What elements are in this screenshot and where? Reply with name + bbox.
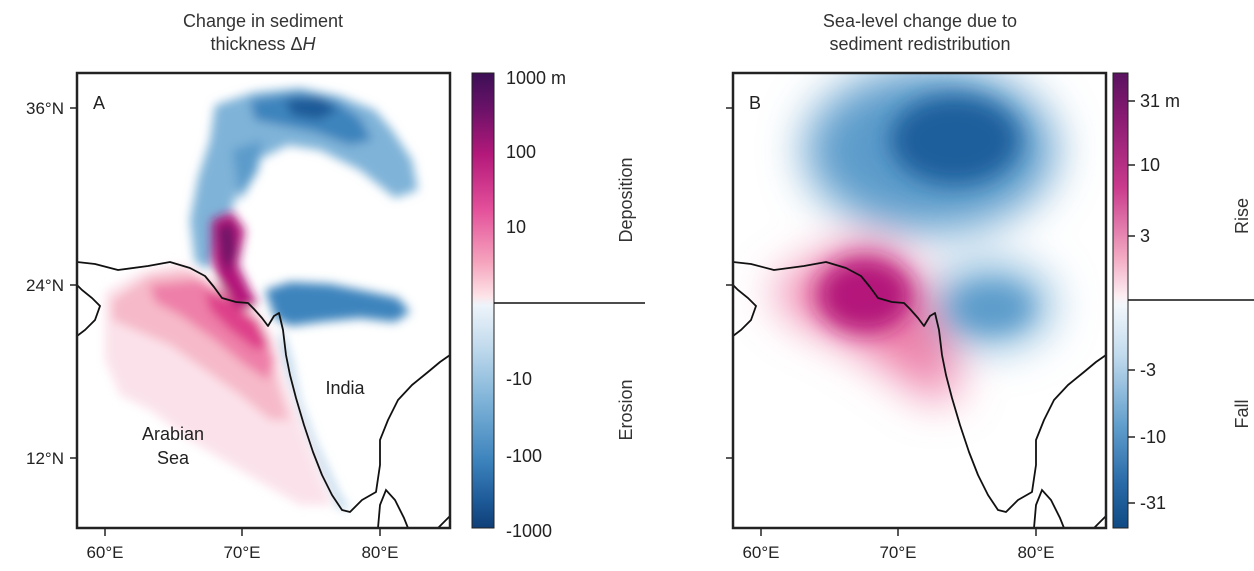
panel-b-title-line1: Sea-level change due to (823, 11, 1017, 31)
panel-b-map (733, 73, 1106, 528)
panel-b-frame (731, 71, 1108, 530)
label-arabian: Arabian (142, 424, 204, 444)
colorbar-tick-label: -10 (506, 369, 532, 389)
panel-a-map (77, 88, 450, 528)
label-sea: Sea (157, 448, 190, 468)
x-tick-label: 60°E (742, 543, 779, 562)
panel-b-x-axis: 60°E 70°E 80°E (742, 528, 1055, 562)
colorbar-tick-label: 1000 m (506, 68, 566, 88)
x-tick-label: 60°E (86, 543, 123, 562)
panel-a: Change in sediment thickness ΔH (26, 11, 645, 562)
panel-a-colorbar: 1000 m 100 10 -10 -100 -1000 Deposition … (471, 68, 645, 541)
label-india: India (325, 378, 365, 398)
colorbar-tick-label: 3 (1140, 226, 1150, 246)
colorbar-tick-label: -3 (1140, 360, 1156, 380)
colorbar-tick-label: 10 (1140, 155, 1160, 175)
panel-a-frame (75, 71, 452, 530)
x-tick-label: 80°E (361, 543, 398, 562)
panel-b-colorbar: 31 m 10 3 -3 -10 -31 Rise Fall (1112, 72, 1254, 529)
colorbar-upper-label: Deposition (616, 157, 636, 242)
panel-b-y-axis (726, 107, 733, 459)
y-tick-label: 12°N (26, 449, 64, 468)
colorbar-tick-label: 10 (506, 217, 526, 237)
panel-a-title-line2: thickness ΔH (210, 34, 316, 54)
x-tick-label: 80°E (1017, 543, 1054, 562)
panel-b-title-line2: sediment redistribution (829, 34, 1010, 54)
panel-b: Sea-level change due to sediment redistr… (726, 11, 1254, 562)
y-tick-label: 24°N (26, 276, 64, 295)
y-tick-label: 36°N (26, 99, 64, 118)
panel-b-letter: B (749, 93, 761, 113)
colorbar-tick-label: 100 (506, 142, 536, 162)
x-tick-label: 70°E (879, 543, 916, 562)
colorbar-tick-label: -31 (1140, 493, 1166, 513)
panel-a-erosion-field (190, 88, 418, 510)
colorbar-tick-label: -100 (506, 446, 542, 466)
panel-a-y-axis: 36°N 24°N 12°N (26, 99, 77, 468)
colorbar-lower-label: Fall (1232, 399, 1252, 428)
colorbar-tick-label: -1000 (506, 521, 552, 541)
colorbar-lower-label: Erosion (616, 379, 636, 440)
colorbar-tick-label: -10 (1140, 427, 1166, 447)
x-tick-label: 70°E (223, 543, 260, 562)
panel-a-x-axis: 60°E 70°E 80°E (86, 528, 399, 562)
panel-a-title-line1: Change in sediment (183, 11, 343, 31)
panel-b-core (817, 95, 1030, 333)
panel-a-deposition-field (105, 212, 332, 505)
colorbar-upper-label: Rise (1232, 198, 1252, 234)
colorbar-tick-label: 31 m (1140, 91, 1180, 111)
panel-a-letter: A (93, 93, 105, 113)
